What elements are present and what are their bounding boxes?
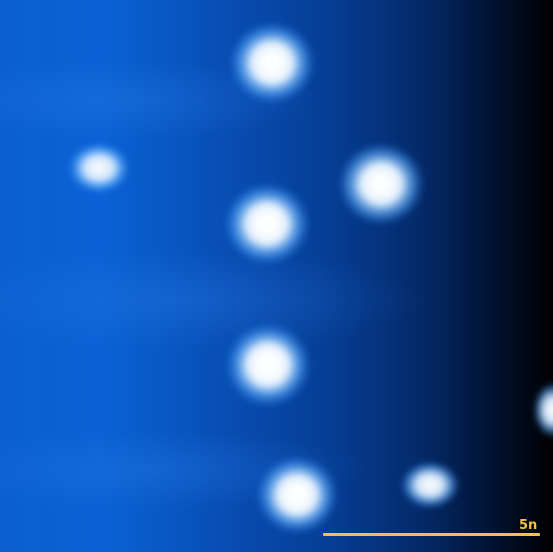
scale-bar-label: 5n: [519, 518, 538, 533]
spot-core: [249, 206, 285, 242]
spot-core: [280, 478, 314, 512]
fluorescent-spot: [67, 142, 131, 194]
spot-core: [254, 45, 290, 81]
background-band: [0, 250, 420, 350]
fluorescent-spot: [533, 382, 553, 438]
fluorescent-spot: [400, 461, 460, 509]
spot-core: [249, 346, 287, 384]
scale-bar: [323, 533, 540, 536]
spot-core: [364, 167, 398, 201]
